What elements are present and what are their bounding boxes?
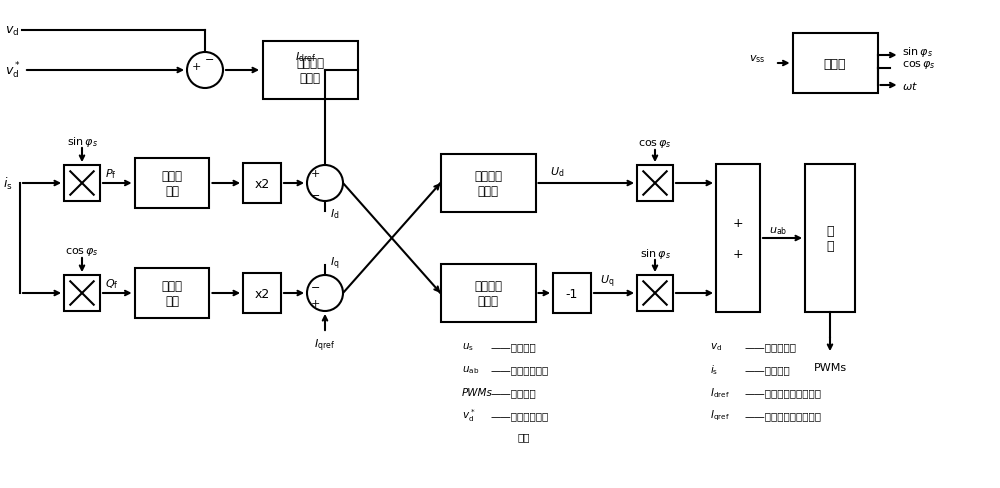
Text: $\omega t$: $\omega t$ xyxy=(902,80,918,92)
Text: ——交流电压: ——交流电压 xyxy=(490,341,536,351)
FancyBboxPatch shape xyxy=(262,42,358,100)
Text: $-$: $-$ xyxy=(204,53,214,63)
Text: 比例微分
控制器: 比例微分 控制器 xyxy=(474,170,502,198)
FancyBboxPatch shape xyxy=(440,264,536,323)
Text: $I_{\rm qref}$: $I_{\rm qref}$ xyxy=(314,337,336,354)
Text: +: + xyxy=(191,62,201,72)
Text: +: + xyxy=(310,298,320,308)
Text: $u_{\rm s}$: $u_{\rm s}$ xyxy=(462,341,474,352)
Text: $-$: $-$ xyxy=(310,281,320,290)
FancyBboxPatch shape xyxy=(64,165,100,202)
Text: $i_{\rm s}$: $i_{\rm s}$ xyxy=(3,176,13,192)
Text: ——直流侧电压: ——直流侧电压 xyxy=(745,341,797,351)
FancyBboxPatch shape xyxy=(440,155,536,213)
Circle shape xyxy=(187,53,223,89)
Circle shape xyxy=(307,275,343,311)
Text: $U_{\rm q}$: $U_{\rm q}$ xyxy=(600,273,614,289)
Text: PWMs: PWMs xyxy=(462,387,493,397)
Text: $\sin\varphi_s$: $\sin\varphi_s$ xyxy=(67,135,97,149)
Text: 锁相环: 锁相环 xyxy=(824,58,846,70)
FancyBboxPatch shape xyxy=(134,268,209,318)
FancyBboxPatch shape xyxy=(553,273,591,313)
Text: $Q_{\rm f}$: $Q_{\rm f}$ xyxy=(105,277,119,290)
Text: ——交流端口电压: ——交流端口电压 xyxy=(490,364,548,374)
FancyBboxPatch shape xyxy=(637,275,673,311)
Text: $-$: $-$ xyxy=(310,189,320,199)
Text: 比例微分
控制器: 比例微分 控制器 xyxy=(474,280,502,307)
Text: ——开关信号: ——开关信号 xyxy=(490,387,536,397)
Text: $v_{\rm d}$: $v_{\rm d}$ xyxy=(5,24,19,38)
Text: $\cos\varphi_s$: $\cos\varphi_s$ xyxy=(65,245,99,258)
Text: -1: -1 xyxy=(566,287,578,300)
Text: $I_{\rm qref}$: $I_{\rm qref}$ xyxy=(710,408,730,422)
Text: 低通滤
波器: 低通滤 波器 xyxy=(162,280,182,307)
FancyBboxPatch shape xyxy=(243,273,281,313)
FancyBboxPatch shape xyxy=(64,275,100,311)
Text: ——无功电流分量给定值: ——无功电流分量给定值 xyxy=(745,410,822,420)
Text: $v_{\rm ss}$: $v_{\rm ss}$ xyxy=(749,53,765,65)
Text: $i_{\rm s}$: $i_{\rm s}$ xyxy=(710,363,718,376)
Text: $I_{\rm dref}$: $I_{\rm dref}$ xyxy=(295,50,316,64)
Text: x2: x2 xyxy=(254,177,270,190)
FancyBboxPatch shape xyxy=(805,164,855,312)
Text: 低通滤
波器: 低通滤 波器 xyxy=(162,170,182,198)
Text: $I_{\rm d}$: $I_{\rm d}$ xyxy=(330,207,340,221)
Text: $P_{\rm f}$: $P_{\rm f}$ xyxy=(105,167,117,181)
Text: 定值: 定值 xyxy=(517,431,530,441)
Text: $v_{\rm d}^*$: $v_{\rm d}^*$ xyxy=(462,407,475,424)
FancyBboxPatch shape xyxy=(134,159,209,208)
FancyBboxPatch shape xyxy=(637,165,673,202)
FancyBboxPatch shape xyxy=(716,164,760,312)
Text: $\cos\varphi_s$: $\cos\varphi_s$ xyxy=(902,59,935,71)
Text: $\cos\varphi_s$: $\cos\varphi_s$ xyxy=(638,138,672,150)
FancyBboxPatch shape xyxy=(243,163,281,203)
FancyBboxPatch shape xyxy=(792,34,878,94)
Text: +: + xyxy=(310,169,320,179)
Text: +

+: + + xyxy=(733,217,743,260)
Text: PWMs: PWMs xyxy=(813,362,847,372)
Text: $u_{\rm ab}$: $u_{\rm ab}$ xyxy=(769,224,787,236)
Text: ——直流侧电压给: ——直流侧电压给 xyxy=(490,410,548,420)
Text: ——交流电流: ——交流电流 xyxy=(745,364,791,374)
Text: $I_{\rm dref}$: $I_{\rm dref}$ xyxy=(710,386,730,399)
Text: x2: x2 xyxy=(254,287,270,300)
Text: $\sin\varphi_s$: $\sin\varphi_s$ xyxy=(902,45,932,59)
Circle shape xyxy=(307,165,343,202)
Text: $v_{\rm d}^*$: $v_{\rm d}^*$ xyxy=(5,61,21,81)
Text: $\sin\varphi_s$: $\sin\varphi_s$ xyxy=(640,246,670,261)
Text: 调
制: 调 制 xyxy=(826,224,834,252)
Text: 比例微分
控制器: 比例微分 控制器 xyxy=(296,57,324,85)
Text: $U_{\rm d}$: $U_{\rm d}$ xyxy=(550,165,564,179)
Text: ——有功电流分量给定值: ——有功电流分量给定值 xyxy=(745,387,822,397)
Text: $u_{\rm ab}$: $u_{\rm ab}$ xyxy=(462,364,479,375)
Text: $v_{\rm d}$: $v_{\rm d}$ xyxy=(710,341,722,352)
Text: $I_{\rm q}$: $I_{\rm q}$ xyxy=(330,255,340,272)
